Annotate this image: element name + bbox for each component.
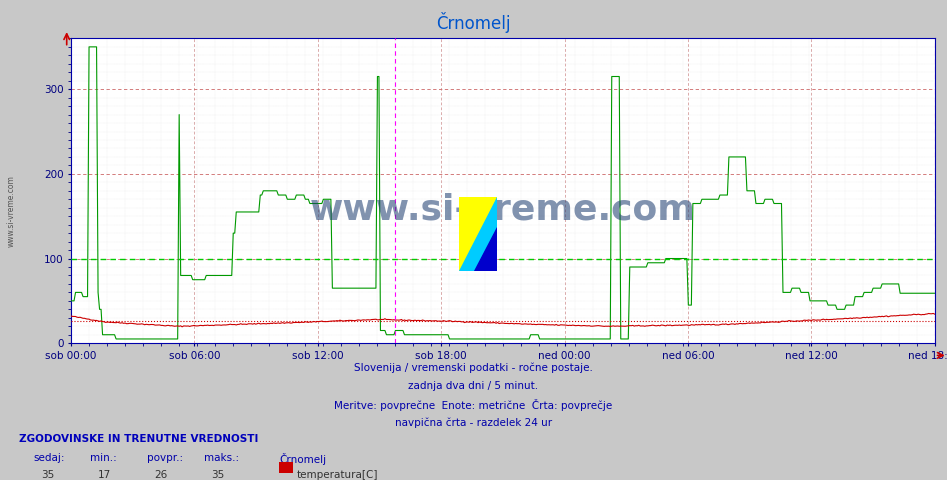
Text: 35: 35	[211, 470, 224, 480]
Polygon shape	[459, 197, 497, 271]
Text: ZGODOVINSKE IN TRENUTNE VREDNOSTI: ZGODOVINSKE IN TRENUTNE VREDNOSTI	[19, 434, 259, 444]
Text: Črnomelj: Črnomelj	[279, 453, 327, 465]
Text: min.:: min.:	[90, 453, 116, 463]
Text: 17: 17	[98, 470, 111, 480]
Text: 35: 35	[41, 470, 54, 480]
Text: sedaj:: sedaj:	[33, 453, 64, 463]
Text: Meritve: povprečne  Enote: metrične  Črta: povprečje: Meritve: povprečne Enote: metrične Črta:…	[334, 399, 613, 411]
Text: maks.:: maks.:	[204, 453, 239, 463]
Text: Slovenija / vremenski podatki - ročne postaje.: Slovenija / vremenski podatki - ročne po…	[354, 362, 593, 373]
Text: Črnomelj: Črnomelj	[437, 12, 510, 33]
Text: www.si-vreme.com: www.si-vreme.com	[310, 192, 696, 226]
Text: navpična črta - razdelek 24 ur: navpična črta - razdelek 24 ur	[395, 417, 552, 428]
Polygon shape	[459, 197, 497, 271]
Polygon shape	[474, 227, 497, 271]
Text: www.si-vreme.com: www.si-vreme.com	[7, 175, 16, 247]
Text: povpr.:: povpr.:	[147, 453, 183, 463]
Text: zadnja dva dni / 5 minut.: zadnja dva dni / 5 minut.	[408, 381, 539, 391]
Text: temperatura[C]: temperatura[C]	[296, 470, 378, 480]
Text: 26: 26	[154, 470, 168, 480]
